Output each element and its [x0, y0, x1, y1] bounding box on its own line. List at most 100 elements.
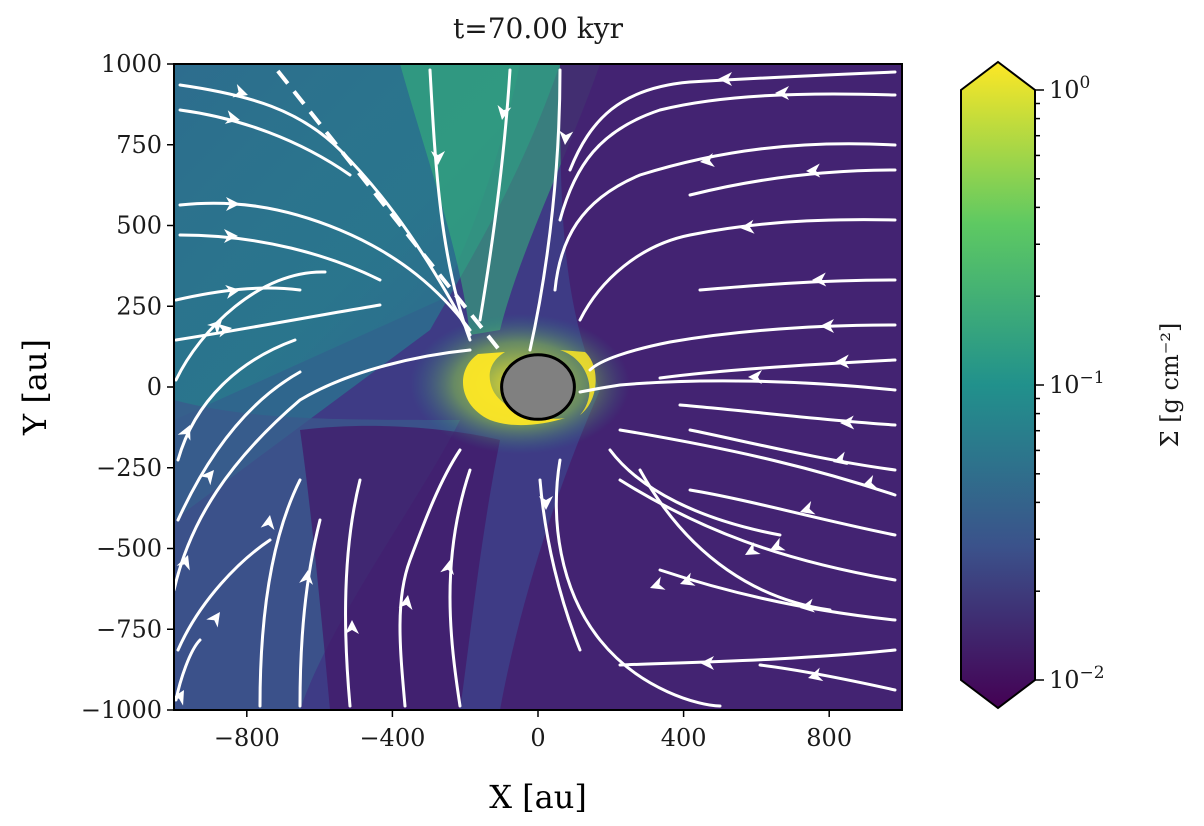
y-tick-label: −1000: [81, 696, 162, 724]
colorbar-tick-label: 100: [1049, 73, 1090, 104]
streamline: [176, 338, 297, 462]
streamline: [174, 638, 202, 702]
y-tick-label: −750: [96, 615, 162, 643]
streamline-arrow: [862, 475, 878, 489]
sink-particle: [500, 353, 576, 421]
density-crescent-right: [560, 350, 596, 415]
y-axis: 1000 750 500 250 0 −250 −500 −750 −1000: [81, 50, 174, 724]
streamline-arrow: [770, 537, 786, 551]
colorbar-tick-label: 10−2: [1049, 663, 1105, 694]
streamline: [618, 478, 897, 582]
density-region-right-low: [500, 64, 902, 710]
streamline: [688, 488, 897, 537]
streamline: [176, 370, 302, 522]
plot-title: t=70.00 kyr: [453, 12, 624, 45]
x-tick-label: −400: [359, 724, 425, 752]
streamline: [588, 323, 897, 372]
streamline-arrow: [808, 667, 824, 682]
density-region-upper-stream: [400, 64, 600, 335]
streamline-arrow: [806, 163, 821, 178]
streamline: [174, 286, 302, 302]
streamline: [553, 142, 897, 292]
streamline-arrow: [680, 572, 696, 586]
streamline-arrow: [833, 451, 849, 466]
streamline-arrow: [835, 354, 850, 369]
colorbar-tick-label: 10−1: [1049, 368, 1105, 399]
streamline: [178, 108, 352, 177]
streamline-arrow: [775, 86, 789, 100]
colorbar: 100 10−1 10−2 Σ [g cm⁻²]: [960, 60, 1184, 710]
y-tick-label: 0: [147, 373, 162, 401]
y-tick-label: 1000: [101, 50, 162, 78]
streamline-arrow: [497, 104, 512, 120]
streamline-arrow: [718, 72, 732, 86]
streamline: [638, 468, 832, 612]
streamline: [298, 518, 322, 708]
streamline: [578, 218, 897, 322]
streamline-arrow: [650, 576, 666, 590]
streamline: [178, 83, 472, 337]
streamline: [688, 428, 897, 472]
streamline: [176, 538, 272, 652]
streamline-arrow: [820, 319, 834, 333]
x-tick-label: 400: [661, 724, 707, 752]
streamline: [174, 303, 382, 342]
streamline-arrow: [207, 320, 222, 335]
streamline: [398, 448, 462, 708]
streamline-arrow: [216, 323, 232, 338]
x-axis-label: X [au]: [489, 778, 587, 816]
streamline-arrow: [174, 690, 184, 706]
streamline: [178, 201, 472, 332]
streamline-arrow: [800, 501, 816, 515]
y-tick-label: 500: [116, 212, 162, 240]
streamline-arrow: [440, 560, 454, 576]
streamline: [698, 278, 897, 292]
streamline: [174, 348, 472, 592]
streamline-arrow: [812, 272, 827, 287]
density-region-lower-low: [300, 425, 500, 710]
streamline-arrow: [740, 219, 755, 234]
streamline: [178, 233, 382, 282]
streamline-arrow: [177, 425, 191, 441]
streamlines: [174, 68, 897, 708]
y-tick-label: 250: [116, 292, 162, 320]
streamline: [528, 68, 562, 352]
streamline: [344, 478, 362, 708]
streamline-arrow: [748, 370, 762, 384]
streamline-arrow: [224, 110, 240, 124]
streamline-arrow: [559, 130, 574, 145]
streamline-arrow: [398, 595, 413, 611]
streamline: [554, 458, 722, 708]
streamline-arrow: [700, 153, 715, 167]
streamline-arrow: [176, 555, 190, 571]
colorbar-ticks: 100 10−1 10−2: [1035, 73, 1105, 694]
y-tick-label: −500: [96, 535, 162, 563]
streamline-arrow: [840, 415, 855, 430]
streamline-arrow: [225, 285, 240, 299]
streamline: [658, 358, 897, 380]
y-tick-label: −250: [96, 454, 162, 482]
streamline: [568, 70, 897, 172]
plot-area: [174, 64, 902, 710]
streamline: [618, 648, 897, 667]
streamline-arrow: [299, 570, 313, 585]
streamline: [758, 663, 897, 692]
streamline: [658, 568, 897, 622]
streamline: [608, 448, 782, 537]
streamline-arrow: [260, 515, 275, 531]
x-tick-label: 0: [530, 724, 545, 752]
streamline: [174, 270, 327, 382]
streamline-arrow: [232, 84, 248, 98]
x-tick-label: −800: [214, 724, 280, 752]
streamline-arrow: [199, 470, 214, 486]
streamline-arrow: [224, 229, 238, 243]
streamline-arrow: [345, 620, 359, 634]
streamline-arrow: [539, 496, 553, 510]
x-tick-label: 800: [806, 724, 852, 752]
x-axis: −800 −400 0 400 800: [214, 710, 852, 752]
streamline: [558, 92, 897, 222]
streamline-arrow: [431, 151, 445, 165]
density-crescent: [462, 352, 565, 426]
streamline-arrow: [206, 612, 220, 628]
